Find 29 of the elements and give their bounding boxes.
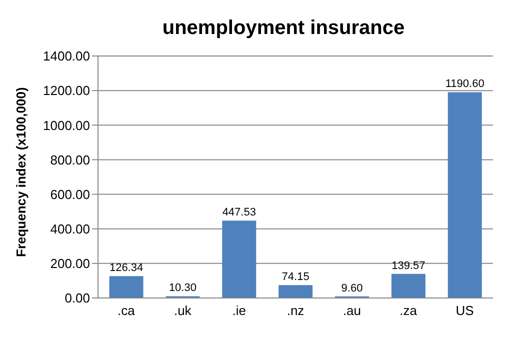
y-tick-label: 800.00 (50, 152, 90, 168)
y-tick-label: 200.00 (50, 256, 90, 272)
bar (109, 276, 144, 298)
chart-title: unemployment insurance (161, 16, 406, 41)
data-label: 10.30 (168, 282, 196, 294)
bar (278, 285, 313, 298)
y-axis-title: Frequency index (x100,000) (14, 87, 29, 257)
data-label: 9.60 (341, 282, 363, 294)
x-tick-label: .ie (232, 303, 246, 318)
y-tick-label: 1000.00 (43, 118, 90, 133)
x-tick-label: .za (400, 303, 418, 318)
data-label: 139.57 (392, 260, 426, 272)
x-tick-label: .nz (286, 303, 304, 318)
bar (448, 92, 482, 298)
y-tick-label: 1400.00 (43, 48, 90, 64)
y-tick-label: 600.00 (50, 186, 90, 202)
x-tick-label: .ca (118, 303, 136, 318)
data-label: 447.53 (222, 206, 256, 219)
y-tick-label: 1200.00 (43, 83, 90, 98)
x-tick-label: .uk (174, 303, 192, 318)
y-tick-label: 400.00 (50, 221, 90, 236)
data-label: 74.15 (282, 271, 310, 284)
x-tick-label: US (456, 303, 474, 318)
bar (391, 274, 426, 298)
x-tick-label: .au (342, 303, 361, 318)
data-label: 126.34 (109, 262, 144, 274)
y-tick-label: 0.00 (64, 290, 90, 306)
bar (222, 220, 256, 298)
data-label: 1190.60 (445, 78, 484, 90)
